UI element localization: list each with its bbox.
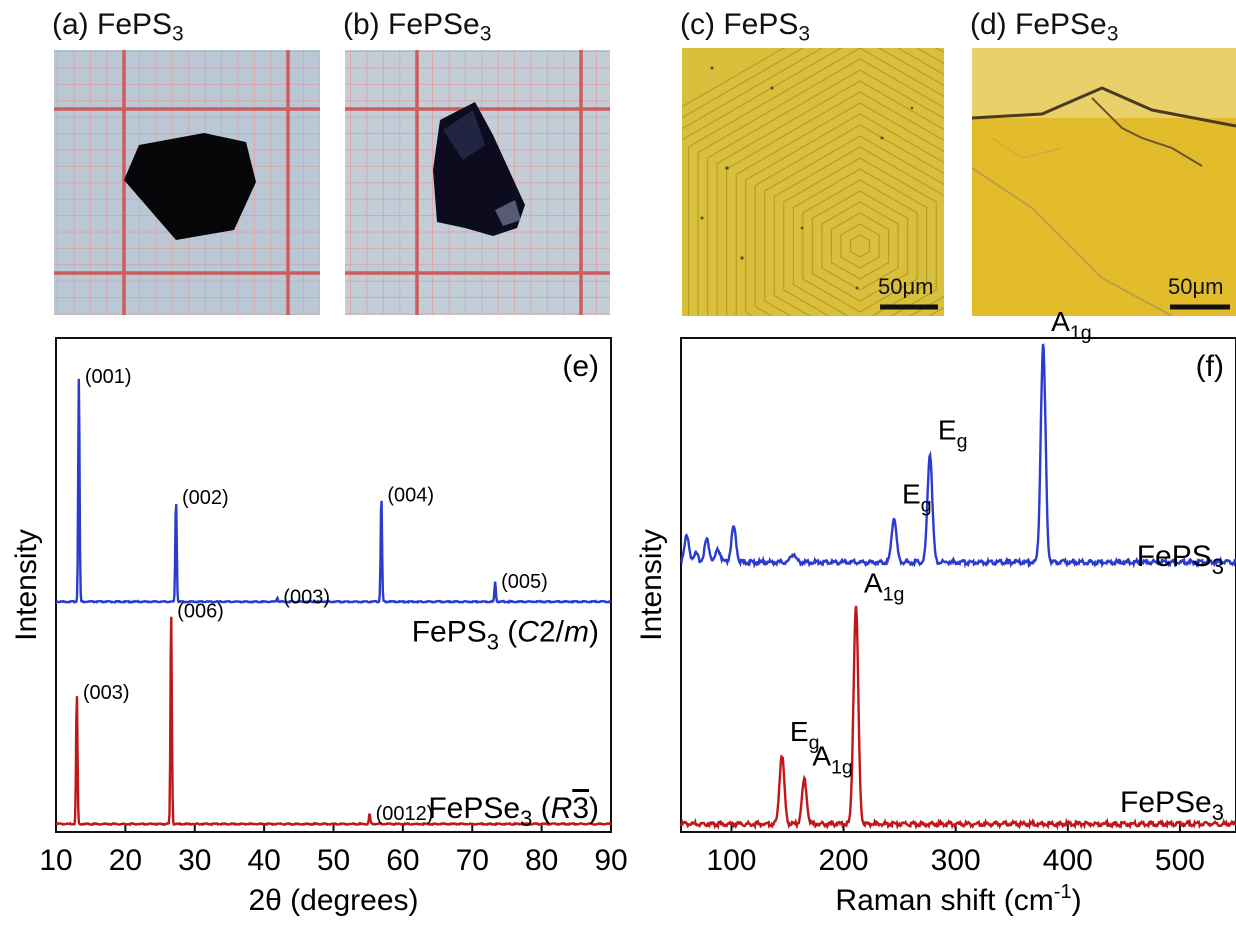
peak-label: (003) <box>83 682 130 704</box>
plot-frame <box>680 337 1236 833</box>
peak-label: A1g <box>1051 306 1091 344</box>
panel-label-d: (d) FePSe3 <box>970 8 1119 46</box>
panel-label-b-sub: 3 <box>479 22 492 46</box>
y-axis-label: Intensity <box>10 529 43 641</box>
series-line-feps3 <box>680 343 1236 569</box>
graph-paper-b <box>345 50 610 315</box>
peak-label: A1g <box>864 568 904 606</box>
x-tick-label: 60 <box>386 844 419 877</box>
x-tick-label: 50 <box>317 844 350 877</box>
peak-label: (002) <box>182 487 229 509</box>
series-line-fepse3 <box>55 616 612 827</box>
x-tick-label: 100 <box>706 844 756 877</box>
panel-label-c: (c) FePS3 <box>680 8 811 46</box>
panel-label-c-sub: 3 <box>798 22 811 46</box>
peak-label: Eg <box>902 479 932 517</box>
panel-label-b-text: (b) FePSe <box>343 8 480 41</box>
series-line-fepse3 <box>679 605 1236 831</box>
micrograph-feps3: 50μm <box>682 48 944 316</box>
x-tick-label: 400 <box>1043 844 1093 877</box>
peak-label: Eg <box>790 716 820 754</box>
x-axis-label: Raman shift (cm-1) <box>835 881 1081 917</box>
peak-label: A1g <box>812 741 852 779</box>
series-name-fepse3: FePSe3 (R3) <box>428 792 599 831</box>
micrograph-d-image <box>972 48 1236 316</box>
micrograph-fepse3: 50μm <box>972 48 1236 316</box>
panel-tag: (e) <box>562 350 599 383</box>
x-tick-label: 70 <box>456 844 489 877</box>
y-axis-label: Intensity <box>635 529 668 641</box>
panel-label-c-text: (c) FePS <box>680 8 799 41</box>
panel-label-d-text: (d) FePSe <box>970 8 1107 41</box>
series-name-feps3: FePS3 (C2/m) <box>412 616 599 655</box>
photo-feps3-crystal <box>54 50 320 315</box>
scale-bar-label-c: 50μm <box>878 274 934 299</box>
photo-fepse3-crystal <box>345 50 610 315</box>
series-name-feps3: FePS3 <box>1137 540 1224 579</box>
x-tick-label: 90 <box>594 844 627 877</box>
panel-label-a: (a) FePS3 <box>52 8 184 46</box>
peak-label: (006) <box>177 601 224 623</box>
x-tick-label: 40 <box>247 844 280 877</box>
peak-label: (001) <box>85 366 132 388</box>
scale-bar-label-d: 50μm <box>1168 274 1224 299</box>
peak-label: (004) <box>387 484 434 506</box>
x-tick-label: 30 <box>178 844 211 877</box>
peak-label: (005) <box>501 571 548 593</box>
x-axis-label: 2θ (degrees) <box>248 884 418 917</box>
micrograph-c-image <box>682 48 944 316</box>
x-tick-label: 200 <box>819 844 869 877</box>
series-line-feps3 <box>55 378 612 605</box>
panel-label-a-text: (a) FePS <box>52 8 173 41</box>
panel-tag: (f) <box>1196 350 1224 383</box>
x-tick-label: 80 <box>525 844 558 877</box>
peak-label: Eg <box>938 415 968 453</box>
series-name-fepse3: FePSe3 <box>1120 786 1224 825</box>
panel-label-d-sub: 3 <box>1106 22 1119 46</box>
panel-label-a-sub: 3 <box>172 22 184 46</box>
peak-label: (0012) <box>376 803 434 825</box>
x-tick-label: 20 <box>109 844 142 877</box>
graph-paper-a <box>54 50 320 315</box>
x-tick-label: 10 <box>39 844 72 877</box>
feps3-crystal-shape <box>124 133 256 240</box>
peak-label: (003) <box>283 587 330 609</box>
x-tick-label: 500 <box>1155 844 1205 877</box>
panel-label-b: (b) FePSe3 <box>343 8 492 46</box>
x-tick-label: 300 <box>931 844 981 877</box>
